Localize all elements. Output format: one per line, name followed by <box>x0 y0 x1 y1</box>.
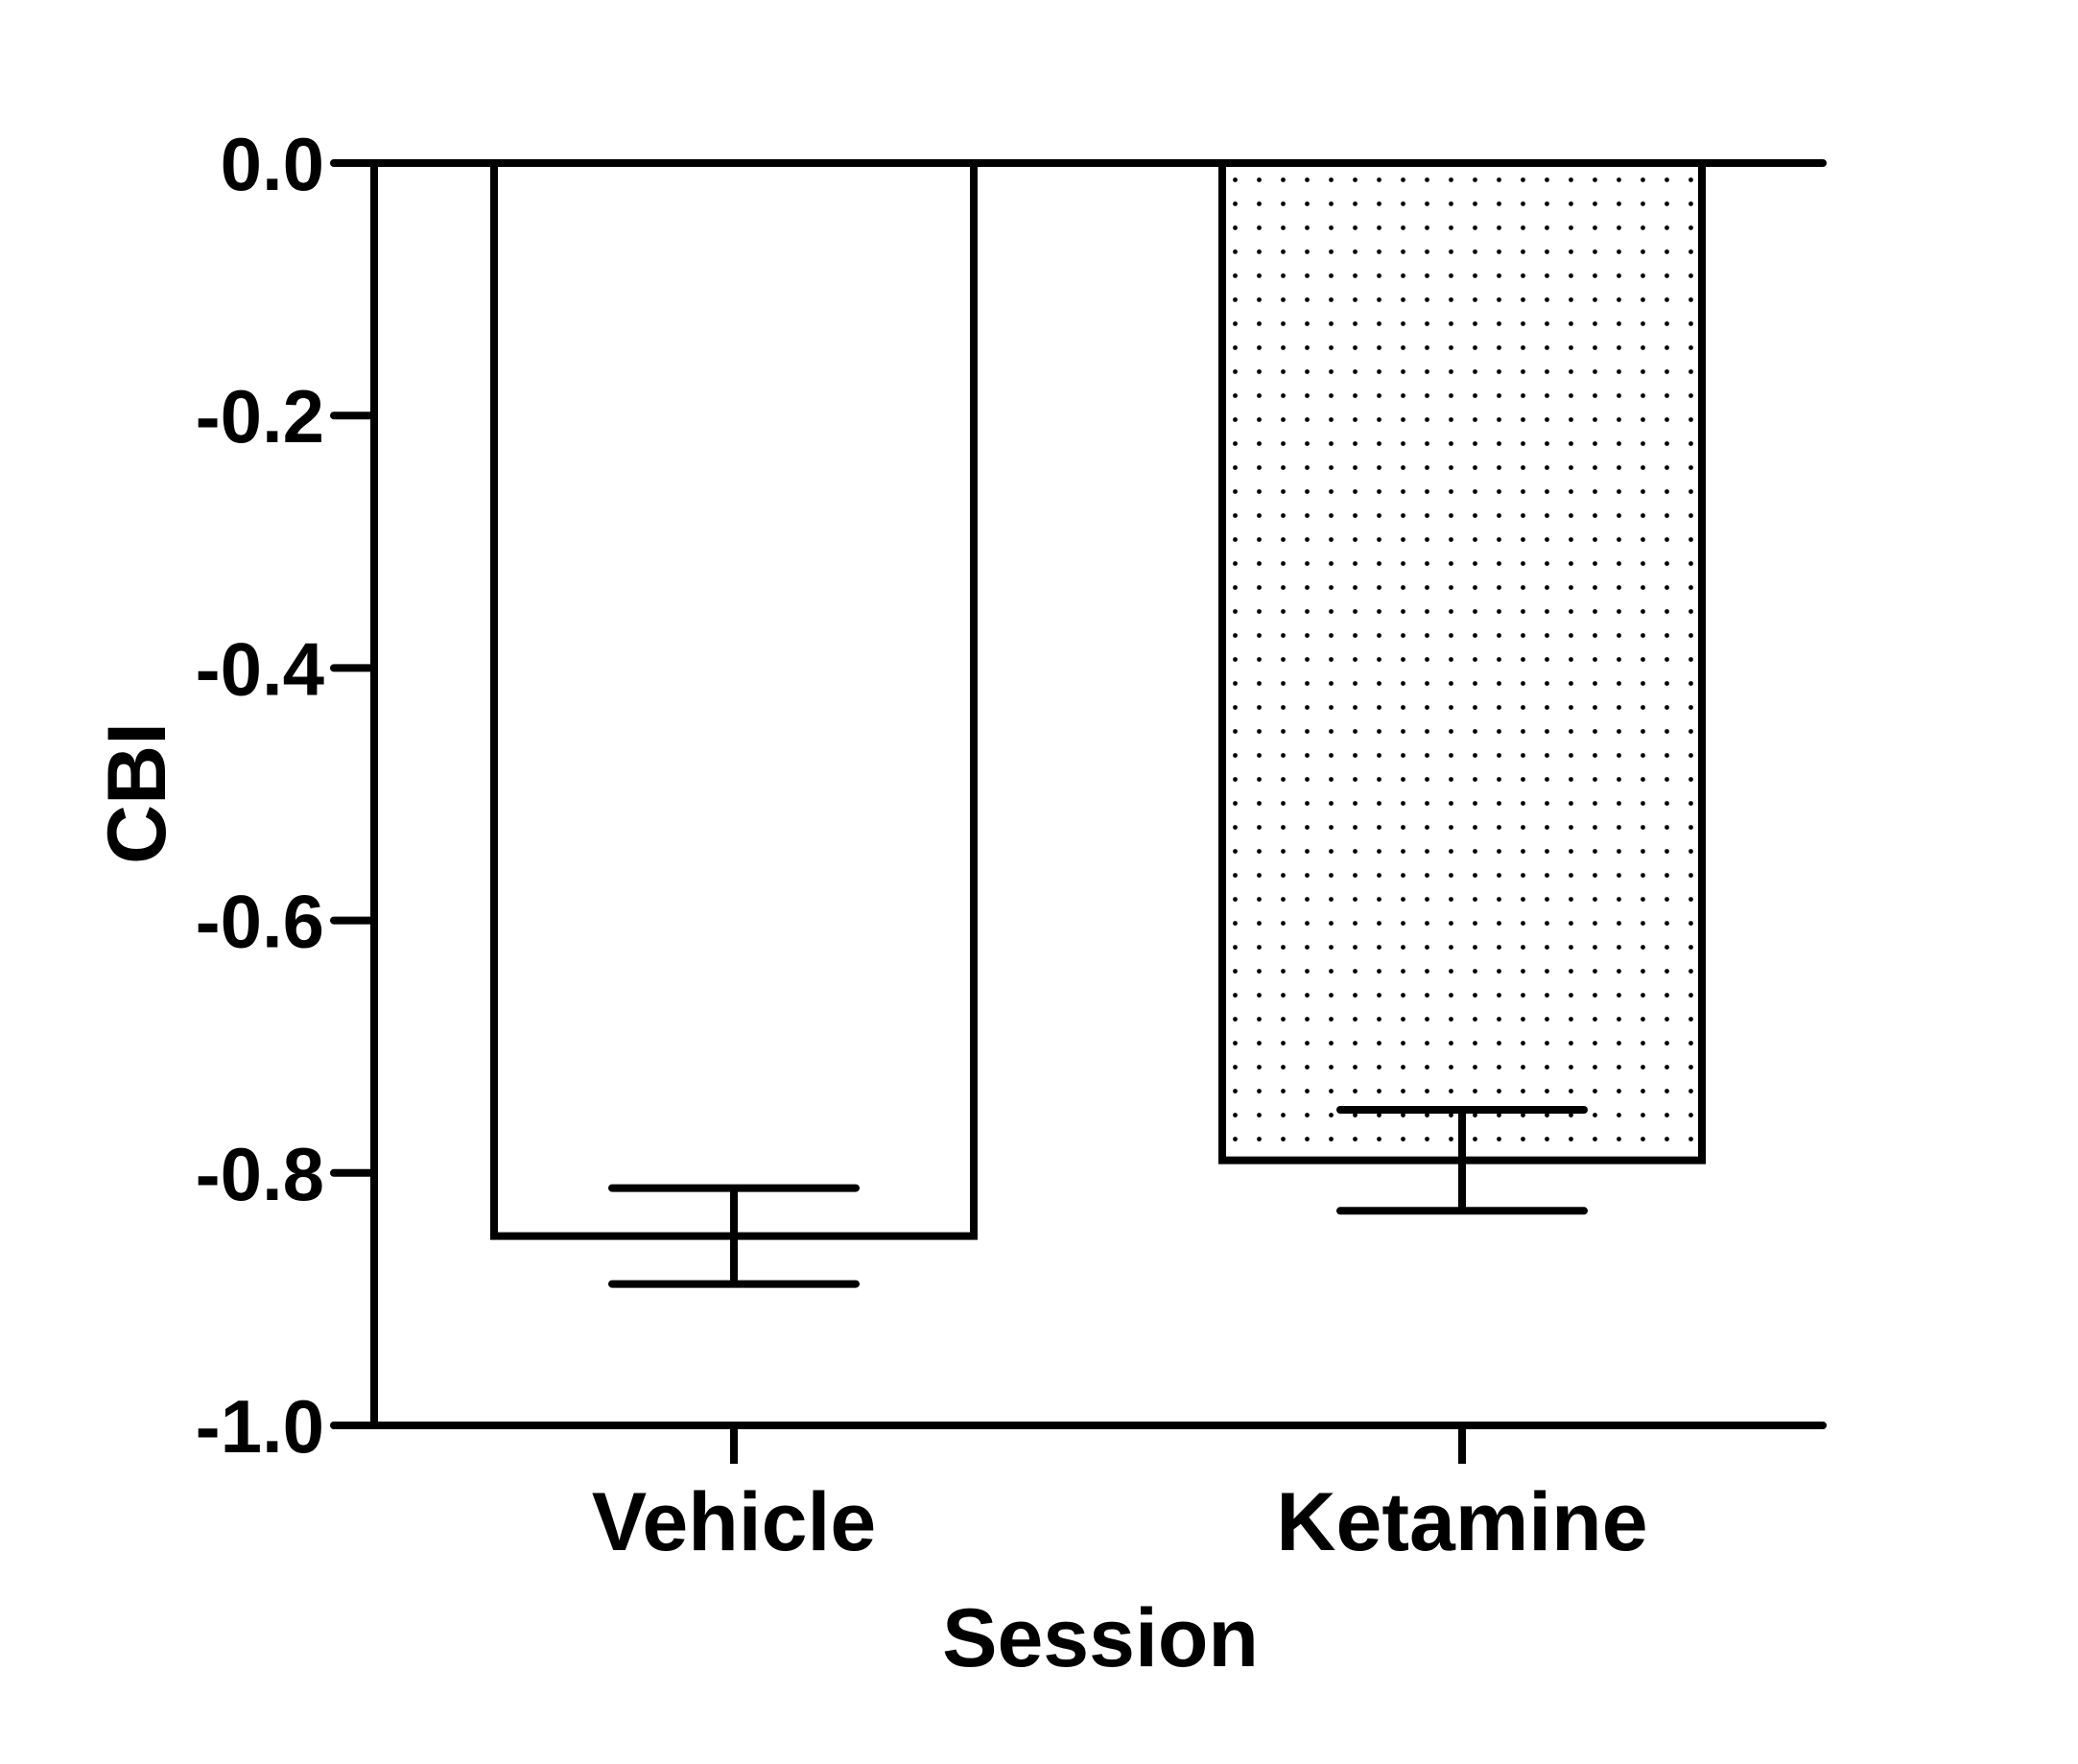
bar-vehicle <box>490 159 978 1240</box>
y-tick-label: -0.4 <box>196 626 324 711</box>
y-tick-label: 0.0 <box>221 122 324 206</box>
y-tick-label: -0.6 <box>196 880 324 964</box>
y-axis-title: CBI <box>91 722 183 864</box>
x-tick-label-vehicle: Vehicle <box>592 1476 876 1568</box>
y-tick-label: -1.0 <box>196 1384 324 1469</box>
x-axis-title: Session <box>942 1592 1259 1684</box>
y-tick-label: -0.8 <box>196 1132 324 1216</box>
y-tick-label: -0.2 <box>196 374 324 459</box>
x-tick-label-ketamine: Ketamine <box>1276 1476 1647 1568</box>
bar-ketamine <box>1218 159 1706 1164</box>
